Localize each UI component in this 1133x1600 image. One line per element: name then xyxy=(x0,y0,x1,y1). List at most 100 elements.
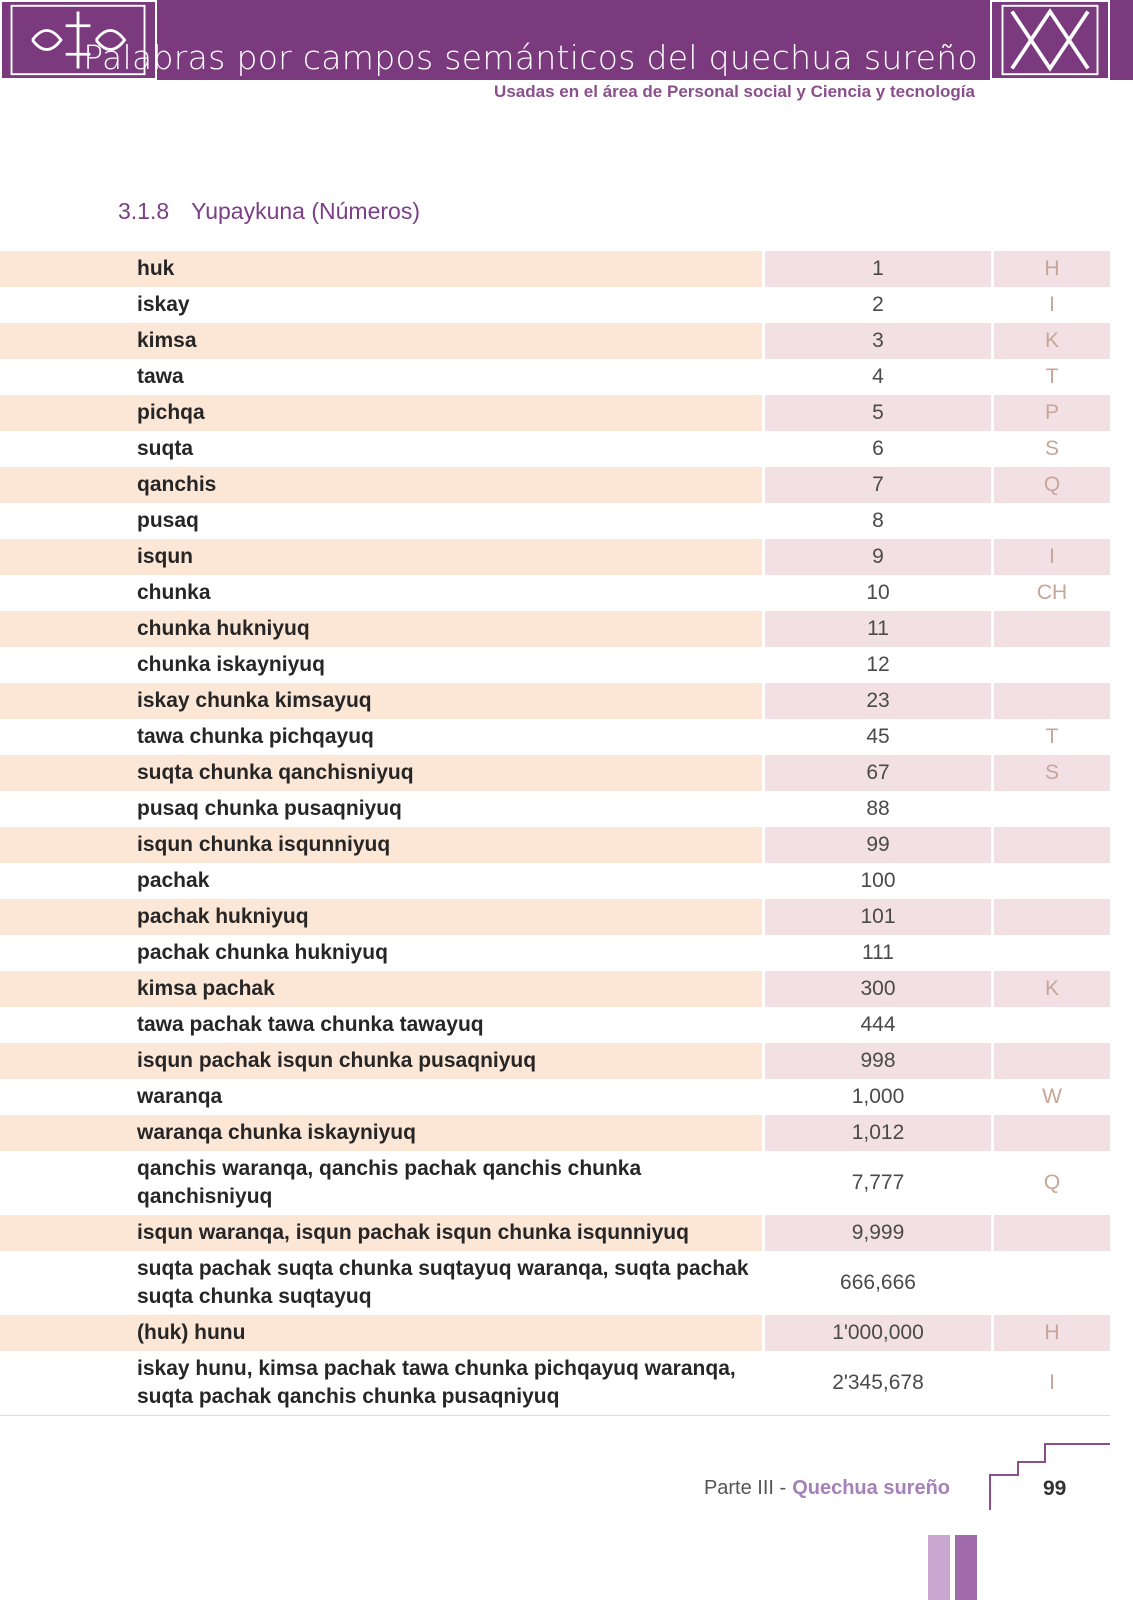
letter-cell: S xyxy=(994,755,1110,791)
letter-cell xyxy=(994,827,1110,863)
letter-cell xyxy=(994,503,1110,539)
table-row: suqta 6 S xyxy=(0,431,1110,467)
letter-cell xyxy=(994,1043,1110,1079)
number-cell: 7 xyxy=(765,467,991,503)
letter-cell xyxy=(994,1007,1110,1043)
number-cell: 11 xyxy=(765,611,991,647)
section-number: 3.1.8 xyxy=(118,198,170,224)
footer-part-text: Parte III - xyxy=(703,1477,787,1499)
header-band xyxy=(0,0,1133,80)
table-row: tawa chunka pichqayuq 45 T xyxy=(0,719,1110,755)
table-row: iskay 2 I xyxy=(0,287,1110,323)
table-row: pusaq chunka pusaqniyuq 88 xyxy=(0,791,1110,827)
number-cell: 2 xyxy=(872,293,884,316)
word-cell: kimsa xyxy=(0,323,762,359)
word-cell: isqun pachak isqun chunka pusaqniyuq xyxy=(0,1043,762,1079)
word-cell: waranqa chunka iskayniyuq xyxy=(0,1115,762,1151)
letter-cell: Q xyxy=(994,467,1110,503)
word-cell: tawa chunka pichqayuq xyxy=(137,725,374,748)
word-cell: isqun waranqa, isqun pachak isqun chunka… xyxy=(0,1215,762,1251)
header-title: Palabras por campos semánticos del quech… xyxy=(83,38,978,77)
table-row: tawa pachak tawa chunka tawayuq 444 xyxy=(0,1007,1110,1043)
footer-decoration xyxy=(928,1443,1110,1600)
number-cell: 3 xyxy=(765,323,991,359)
letter-cell: Q xyxy=(1043,1171,1061,1194)
footer-book: Quechua sureño xyxy=(792,1477,950,1499)
number-cell: 2'345,678 xyxy=(832,1371,924,1394)
number-cell: 666,666 xyxy=(840,1271,916,1294)
table-row: waranqa chunka iskayniyuq 1,012 xyxy=(0,1115,1110,1151)
word-cell: chunka xyxy=(137,581,211,604)
letter-cell xyxy=(994,935,1110,971)
letter-cell xyxy=(994,647,1110,683)
letter-cell: I xyxy=(1049,293,1055,316)
word-cell: qanchis xyxy=(0,467,762,503)
letter-cell: I xyxy=(1049,1371,1055,1394)
word-cell: iskay chunka kimsayuq xyxy=(0,683,762,719)
letter-cell: K xyxy=(994,323,1110,359)
letter-cell: K xyxy=(994,971,1110,1007)
word-cell: kimsa pachak xyxy=(0,971,762,1007)
word-cell: (huk) hunu xyxy=(0,1315,762,1351)
number-cell: 444 xyxy=(860,1013,896,1036)
number-cell: 9 xyxy=(765,539,991,575)
word-cell: chunka hukniyuq xyxy=(0,611,762,647)
letter-cell: S xyxy=(1044,437,1059,460)
table-row: tawa 4 T xyxy=(0,359,1110,395)
letter-cell xyxy=(994,611,1110,647)
letter-cell xyxy=(994,1251,1110,1315)
word-cell: isqun xyxy=(0,539,762,575)
table-row: isqun chunka isqunniyuq 99 xyxy=(0,827,1110,863)
word-cell: chunka iskayniyuq xyxy=(137,653,325,676)
table-row: pachak 100 xyxy=(0,863,1110,899)
table-row: pachak chunka hukniyuq 111 xyxy=(0,935,1110,971)
word-cell: pachak chunka hukniyuq xyxy=(137,941,388,964)
table-row: chunka hukniyuq 11 xyxy=(0,611,1110,647)
section-heading: 3.1.8 Yupaykuna (Números) xyxy=(118,198,420,225)
table-row: huk 1 H xyxy=(0,251,1110,287)
word-cell: suqta chunka qanchisniyuq xyxy=(0,755,762,791)
table-row: kimsa pachak 300 K xyxy=(0,971,1110,1007)
letter-cell: T xyxy=(1045,365,1059,388)
number-cell: 1'000,000 xyxy=(765,1315,991,1351)
number-cell: 10 xyxy=(866,581,890,604)
number-cell: 8 xyxy=(872,509,884,532)
word-cell: iskay hunu, kimsa pachak tawa chunka pic… xyxy=(137,1357,736,1408)
letter-cell: T xyxy=(1045,725,1059,748)
table-row: iskay hunu, kimsa pachak tawa chunka pic… xyxy=(0,1351,1110,1415)
word-cell: suqta xyxy=(137,437,194,460)
word-cell: waranqa xyxy=(137,1085,223,1108)
number-cell: 100 xyxy=(860,869,896,892)
table-row: (huk) hunu 1'000,000 H xyxy=(0,1315,1110,1351)
ornament-left xyxy=(0,0,157,80)
letter-cell: CH xyxy=(1036,581,1068,604)
word-cell: tawa pachak tawa chunka tawayuq xyxy=(137,1013,484,1036)
letter-cell: I xyxy=(994,539,1110,575)
letter-cell: H xyxy=(994,1315,1110,1351)
table-row: waranqa 1,000 W xyxy=(0,1079,1110,1115)
number-cell: 300 xyxy=(765,971,991,1007)
table-row: qanchis waranqa, qanchis pachak qanchis … xyxy=(0,1151,1110,1215)
word-cell: iskay xyxy=(137,293,190,316)
number-cell: 45 xyxy=(866,725,890,748)
letter-cell xyxy=(994,1115,1110,1151)
word-cell: tawa xyxy=(137,365,184,388)
number-cell: 88 xyxy=(866,797,890,820)
number-cell: 111 xyxy=(862,941,894,964)
letter-cell xyxy=(994,791,1110,827)
number-cell: 99 xyxy=(765,827,991,863)
letter-cell xyxy=(994,863,1110,899)
letter-cell xyxy=(994,683,1110,719)
number-cell: 1 xyxy=(765,251,991,287)
table-row: suqta chunka qanchisniyuq 67 S xyxy=(0,755,1110,791)
table-row: iskay chunka kimsayuq 23 xyxy=(0,683,1110,719)
table-row: isqun waranqa, isqun pachak isqun chunka… xyxy=(0,1215,1110,1251)
word-cell: huk xyxy=(0,251,762,287)
number-cell: 67 xyxy=(765,755,991,791)
page-number: 99 xyxy=(1043,1477,1067,1500)
table-row: isqun pachak isqun chunka pusaqniyuq 998 xyxy=(0,1043,1110,1079)
word-cell: suqta pachak suqta chunka suqtayuq waran… xyxy=(137,1257,749,1308)
number-cell: 101 xyxy=(765,899,991,935)
letter-cell: H xyxy=(994,251,1110,287)
